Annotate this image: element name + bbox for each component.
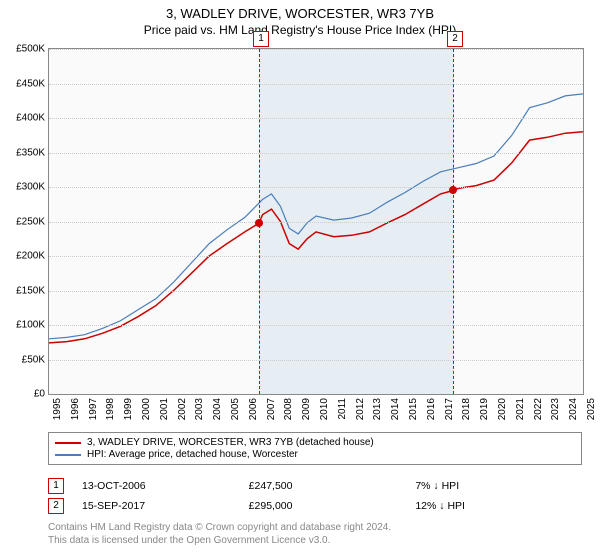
chart-container: 3, WADLEY DRIVE, WORCESTER, WR3 7YB Pric… bbox=[0, 0, 600, 560]
sales-table: 1 13-OCT-2006£247,5007% ↓ HPI 2 15-SEP-2017… bbox=[48, 474, 582, 518]
x-tick-label: 2002 bbox=[177, 398, 188, 420]
gridline bbox=[49, 291, 583, 292]
sale-price: £295,000 bbox=[249, 500, 416, 512]
x-tick-label: 2009 bbox=[301, 398, 312, 420]
sale-marker-dot bbox=[255, 219, 263, 227]
series-line-property bbox=[49, 132, 583, 343]
legend-swatch bbox=[55, 442, 81, 444]
y-tick-label: £450K bbox=[16, 78, 45, 89]
x-tick-label: 1999 bbox=[123, 398, 134, 420]
y-tick-label: £150K bbox=[16, 285, 45, 296]
sale-marker-badge: 1 bbox=[253, 31, 269, 47]
x-tick-label: 2023 bbox=[550, 398, 561, 420]
x-tick-label: 2011 bbox=[337, 398, 348, 420]
sale-price: £247,500 bbox=[249, 480, 416, 492]
x-tick-label: 2001 bbox=[159, 398, 170, 420]
legend-item: 3, WADLEY DRIVE, WORCESTER, WR3 7YB (det… bbox=[55, 437, 575, 448]
y-tick-label: £400K bbox=[16, 113, 45, 124]
gridline bbox=[49, 187, 583, 188]
x-tick-label: 1998 bbox=[105, 398, 116, 420]
y-tick-label: £200K bbox=[16, 251, 45, 262]
gridline bbox=[49, 222, 583, 223]
x-tick-label: 2016 bbox=[426, 398, 437, 420]
legend-swatch bbox=[55, 454, 81, 456]
x-tick-label: 2014 bbox=[390, 398, 401, 420]
x-tick-label: 2003 bbox=[194, 398, 205, 420]
x-tick-label: 2006 bbox=[248, 398, 259, 420]
sale-marker-line: 2 bbox=[453, 49, 454, 394]
x-tick-label: 2022 bbox=[533, 398, 544, 420]
chart-title: 3, WADLEY DRIVE, WORCESTER, WR3 7YB bbox=[0, 0, 600, 21]
y-tick-label: £0 bbox=[34, 389, 45, 400]
sale-date: 15-SEP-2017 bbox=[82, 500, 249, 512]
x-tick-label: 2008 bbox=[283, 398, 294, 420]
x-tick-label: 2021 bbox=[515, 398, 526, 420]
gridline bbox=[49, 360, 583, 361]
y-tick-label: £50K bbox=[22, 354, 45, 365]
series-line-hpi bbox=[49, 94, 583, 339]
y-tick-label: £500K bbox=[16, 44, 45, 55]
y-tick-label: £350K bbox=[16, 147, 45, 158]
x-tick-label: 2010 bbox=[319, 398, 330, 420]
x-tick-label: 1997 bbox=[88, 398, 99, 420]
x-tick-label: 2013 bbox=[372, 398, 383, 420]
x-tick-label: 2007 bbox=[266, 398, 277, 420]
chart-plot-area: £0£50K£100K£150K£200K£250K£300K£350K£400… bbox=[48, 48, 584, 395]
x-tick-label: 2005 bbox=[230, 398, 241, 420]
gridline bbox=[49, 84, 583, 85]
sale-date: 13-OCT-2006 bbox=[82, 480, 249, 492]
x-tick-label: 1995 bbox=[52, 398, 63, 420]
x-tick-label: 2018 bbox=[461, 398, 472, 420]
legend-item: HPI: Average price, detached house, Worc… bbox=[55, 449, 575, 460]
gridline bbox=[49, 118, 583, 119]
x-tick-label: 2015 bbox=[408, 398, 419, 420]
x-tick-label: 2025 bbox=[586, 398, 597, 420]
gridline bbox=[49, 325, 583, 326]
x-tick-label: 2019 bbox=[479, 398, 490, 420]
y-tick-label: £250K bbox=[16, 216, 45, 227]
gridline bbox=[49, 256, 583, 257]
x-tick-label: 2004 bbox=[212, 398, 223, 420]
y-tick-label: £100K bbox=[16, 320, 45, 331]
footnote-line: Contains HM Land Registry data © Crown c… bbox=[48, 522, 582, 535]
sale-row: 2 15-SEP-2017£295,00012% ↓ HPI bbox=[48, 498, 582, 514]
legend-box: 3, WADLEY DRIVE, WORCESTER, WR3 7YB (det… bbox=[48, 432, 582, 465]
x-tick-label: 2017 bbox=[444, 398, 455, 420]
footnote: Contains HM Land Registry data © Crown c… bbox=[48, 522, 582, 547]
x-tick-label: 2020 bbox=[497, 398, 508, 420]
x-tick-label: 2012 bbox=[355, 398, 366, 420]
sale-delta: 12% ↓ HPI bbox=[415, 500, 582, 512]
x-tick-label: 2024 bbox=[568, 398, 579, 420]
sale-marker-dot bbox=[449, 186, 457, 194]
sale-marker-badge: 2 bbox=[447, 31, 463, 47]
legend-label: 3, WADLEY DRIVE, WORCESTER, WR3 7YB (det… bbox=[87, 437, 374, 448]
y-tick-label: £300K bbox=[16, 182, 45, 193]
sale-row: 1 13-OCT-2006£247,5007% ↓ HPI bbox=[48, 478, 582, 494]
legend-label: HPI: Average price, detached house, Worc… bbox=[87, 449, 298, 460]
sale-row-badge: 2 bbox=[48, 498, 64, 514]
sale-delta: 7% ↓ HPI bbox=[415, 480, 582, 492]
footnote-line: This data is licensed under the Open Gov… bbox=[48, 535, 582, 548]
chart-subtitle: Price paid vs. HM Land Registry's House … bbox=[0, 21, 600, 41]
gridline bbox=[49, 49, 583, 50]
x-tick-label: 2000 bbox=[141, 398, 152, 420]
sale-row-badge: 1 bbox=[48, 478, 64, 494]
x-tick-label: 1996 bbox=[70, 398, 81, 420]
gridline bbox=[49, 153, 583, 154]
